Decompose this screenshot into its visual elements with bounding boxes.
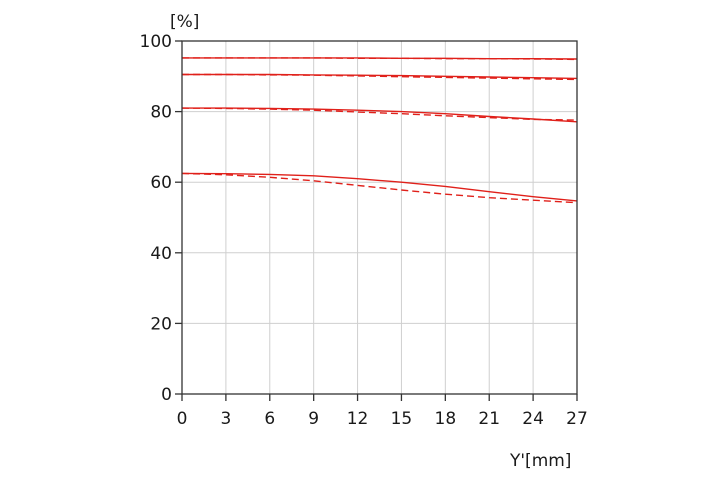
x-tick-label: 24 <box>522 409 544 429</box>
y-tick-label: 100 <box>140 32 172 52</box>
series-line-8-dashed <box>181 172 578 204</box>
x-tick-label: 9 <box>308 409 319 429</box>
x-tick-label: 0 <box>177 409 188 429</box>
x-tick-label: 12 <box>347 409 369 429</box>
series-line-3-solid <box>182 73 578 80</box>
x-tick-label: 6 <box>264 409 275 429</box>
x-tick-label: 21 <box>478 409 500 429</box>
grid-lines <box>182 41 577 394</box>
x-tick-label: 15 <box>391 409 413 429</box>
x-axis-label: Y'[mm] <box>509 451 571 471</box>
y-tick-label: 60 <box>150 173 172 193</box>
tick-labels: 0 3 6 9 12 15 18 21 24 27 0 20 40 60 80 100 <box>140 32 588 429</box>
y-tick-label: 40 <box>150 244 172 264</box>
series-line-7-solid <box>181 172 578 202</box>
series-line-5-solid <box>182 107 578 123</box>
x-tick-label: 3 <box>220 409 231 429</box>
y-tick-label: 20 <box>150 314 172 334</box>
y-tick-label: 0 <box>161 385 172 405</box>
x-tick-label: 27 <box>566 409 588 429</box>
series-line-6-dashed <box>181 107 578 121</box>
tick-marks <box>175 40 578 401</box>
y-tick-label: 80 <box>150 103 172 123</box>
x-tick-label: 18 <box>435 409 457 429</box>
plot-frame <box>181 40 578 395</box>
y-axis-label: [%] <box>170 12 199 32</box>
series-line-1-solid <box>182 57 578 60</box>
chart-series <box>181 57 578 204</box>
